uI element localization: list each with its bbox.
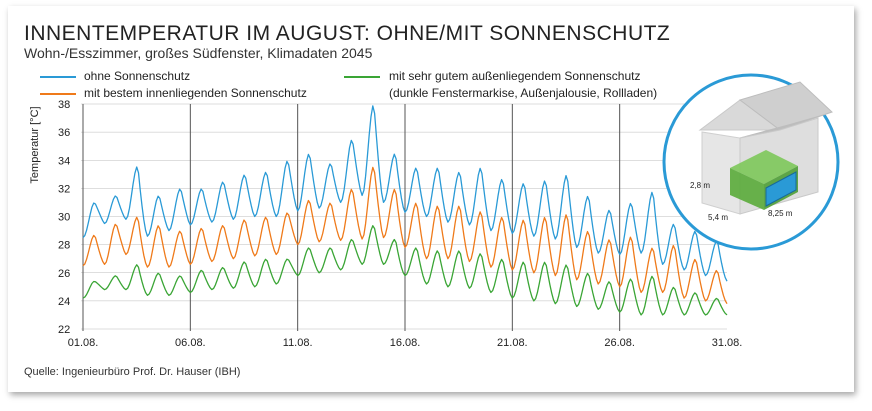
y-tick-label: 26 — [58, 268, 70, 280]
legend-orange: mit bestem innenliegenden Sonnenschutz — [84, 86, 307, 100]
y-tick-label: 24 — [58, 296, 70, 308]
x-tick-label: 21.08. — [497, 337, 528, 349]
legend-blue: ohne Sonnenschutz — [84, 69, 191, 83]
y-tick-label: 36 — [58, 127, 70, 139]
chart-title: INNENTEMPERATUR IM AUGUST: OHNE/MIT SONN… — [24, 22, 671, 45]
x-tick-label: 26.08. — [604, 337, 635, 349]
chart-subtitle: Wohn-/Esszimmer, großes Südfenster, Klim… — [24, 45, 373, 61]
x-tick-label: 16.08. — [390, 337, 421, 349]
y-tick-label: 28 — [58, 240, 70, 252]
legend-green: mit sehr gutem außenliegendem Sonnenschu… — [389, 69, 641, 83]
x-tick-label: 31.08. — [712, 337, 743, 349]
y-tick-label: 38 — [58, 99, 70, 111]
legend-swatch-blue — [40, 76, 76, 78]
legend-swatch-orange — [40, 93, 76, 95]
y-axis-label: Temperatur [°C] — [29, 106, 41, 183]
legend-swatch-green — [344, 76, 380, 78]
y-tick-label: 32 — [58, 183, 70, 195]
y-tick-label: 34 — [58, 155, 70, 167]
x-tick-label: 06.08. — [175, 337, 206, 349]
source-note: Quelle: Ingenieurbüro Prof. Dr. Hauser (… — [24, 366, 241, 378]
x-tick-label: 11.08. — [283, 337, 313, 349]
legend-green-note: (dunkle Fenstermarkise, Außenjalousie, R… — [389, 86, 658, 100]
y-tick-label: 22 — [58, 324, 70, 336]
y-tick-label: 30 — [58, 212, 70, 224]
x-tick-label: 01.08. — [68, 337, 99, 349]
series-innen-sonnenschutz — [82, 166, 728, 305]
series-aussen-sonnenschutz — [82, 225, 728, 316]
series-ohne-sonnenschutz — [82, 105, 728, 282]
